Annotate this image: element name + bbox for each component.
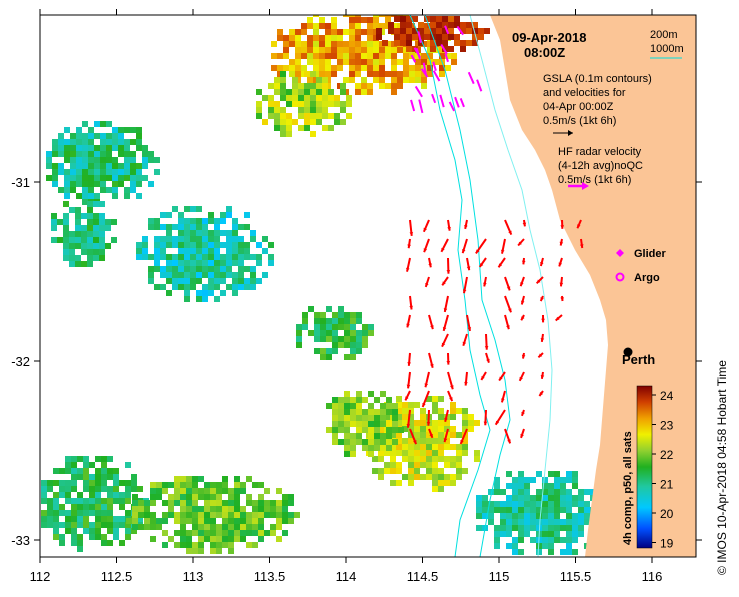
argo-legend-label: Argo (634, 272, 660, 284)
depth-legend-200m: 200m (650, 29, 678, 41)
x-tick-label: 114.5 (407, 569, 439, 584)
colorbar-tick-label: 19 (660, 537, 674, 551)
gsla-scale-label: 0.5m/s (1kt 6h) (543, 115, 616, 127)
colorbar-tick-label: 22 (660, 448, 674, 462)
y-tick-label: -32 (11, 354, 30, 369)
date-label: 09-Apr-2018 (512, 30, 586, 45)
x-tick-label: 113.5 (254, 569, 286, 584)
hf-label-line-2: (4-12h avg)noQC (558, 160, 643, 172)
x-tick-label: 115 (489, 569, 510, 584)
x-tick-label: 116 (642, 569, 663, 584)
gsla-label-line-1: GSLA (0.1m contours) (543, 73, 652, 85)
colorbar-tick-label: 20 (660, 507, 674, 521)
glider-legend-label: Glider (634, 248, 667, 260)
time-label: 08:00Z (524, 45, 565, 60)
colorbar-tick-label: 21 (660, 478, 674, 492)
credit-label: © IMOS 10-Apr-2018 04:58 Hobart Time (715, 360, 729, 575)
gsla-label-line-2: and velocities for (543, 87, 626, 99)
perth-label: Perth (622, 352, 655, 367)
colorbar-tick-label: 24 (660, 389, 674, 403)
x-tick-label: 112.5 (101, 569, 133, 584)
x-tick-label: 114 (336, 569, 357, 584)
x-tick-label: 115.5 (560, 569, 592, 584)
hf-scale-label: 0.5m/s (1kt 6h) (558, 174, 631, 186)
gsla-label-line-3: 04-Apr 00:00Z (543, 101, 614, 113)
x-tick-label: 113 (183, 569, 204, 584)
map-plot-area: Perth 09-Apr-2018 08:00Z 200m 1000m GSLA… (40, 11, 696, 557)
depth-legend-1000m: 1000m (650, 43, 684, 55)
colorbar (637, 386, 652, 548)
y-tick-label: -31 (11, 175, 30, 190)
hf-label-line-1: HF radar velocity (558, 146, 642, 158)
y-tick-label: -33 (11, 533, 30, 548)
x-tick-label: 112 (30, 569, 51, 584)
colorbar-tick-label: 23 (660, 419, 674, 433)
colorbar-title: 4h comp, p50, all sats (622, 431, 634, 545)
